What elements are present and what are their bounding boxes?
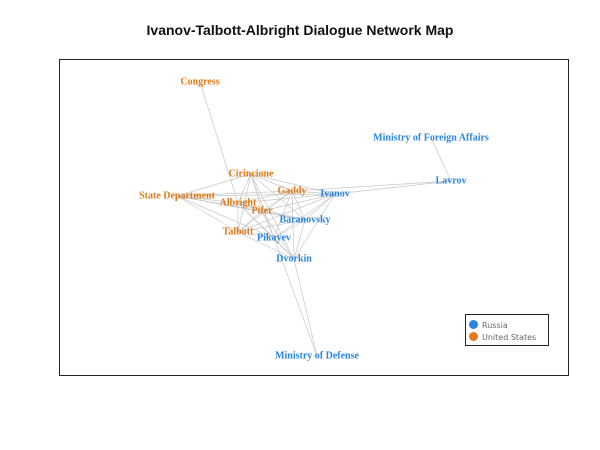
edge-layer: [176, 81, 452, 357]
edge-albright-baranovsky: [237, 202, 306, 221]
edge-gaddy-albright: [237, 190, 293, 204]
node-baranovsky[interactable]: Baranovsky: [279, 214, 330, 225]
edge-state-talbott: [176, 195, 239, 233]
edge-baranovsky-talbott: [237, 219, 306, 233]
edge-cirincione-talbott: [237, 173, 252, 233]
edge-state-baranovsky: [176, 195, 306, 221]
edge-lavrov-gaddy: [291, 180, 452, 192]
edge-state-albright: [176, 195, 239, 204]
edge-pifer-baranovsky: [261, 210, 306, 221]
node-mod[interactable]: Ministry of Defense: [275, 350, 359, 361]
edge-gaddy-baranovsky: [291, 190, 306, 221]
node-cirincione[interactable]: Cirincione: [229, 168, 275, 179]
legend-item-russia: Russia: [469, 320, 508, 331]
node-state[interactable]: State Department: [139, 190, 215, 201]
edge-cirincione-dvorkin: [250, 173, 295, 260]
edge-state-pikayev: [176, 195, 275, 239]
edge-lavrov-ivanov: [334, 180, 452, 195]
edge-mod-pikayev: [273, 237, 318, 357]
edge-cirincione-ivanov: [250, 173, 336, 195]
node-pikayev[interactable]: Pikayev: [257, 232, 291, 243]
edge-cirincione-state: [176, 173, 252, 197]
edge-ivanov-baranovsky: [304, 193, 336, 221]
edge-baranovsky-dvorkin: [293, 219, 306, 260]
edge-talbott-pikayev: [237, 231, 275, 239]
edge-pifer-pikayev: [261, 210, 275, 239]
legend-item-united-states: United States: [469, 332, 536, 343]
node-lavrov[interactable]: Lavrov: [436, 175, 467, 186]
edge-gaddy-dvorkin: [291, 190, 295, 260]
russia-dot-icon: [469, 320, 478, 329]
legend-label: United States: [482, 333, 537, 342]
edge-ivanov-pikayev: [273, 193, 336, 239]
node-ivanov[interactable]: Ivanov: [320, 188, 349, 199]
edge-baranovsky-pikayev: [273, 219, 306, 239]
edge-cirincione-pikayev: [250, 173, 275, 239]
edge-ivanov-state: [176, 193, 336, 197]
edge-pifer-dvorkin: [261, 210, 295, 260]
node-dvorkin[interactable]: Dvorkin: [276, 253, 312, 264]
edge-pifer-talbott: [237, 210, 263, 233]
edge-talbott-dvorkin: [237, 231, 295, 260]
page-title: Ivanov-Talbott-Albright Dialogue Network…: [146, 22, 454, 38]
node-congress[interactable]: Congress: [180, 76, 219, 87]
edge-ivanov-dvorkin: [293, 193, 336, 260]
united-states-dot-icon: [469, 332, 478, 341]
node-mfa[interactable]: Ministry of Foreign Affairs: [373, 132, 489, 143]
edge-pikayev-dvorkin: [273, 237, 295, 260]
edge-ivanov-albright: [237, 193, 336, 204]
node-talbott[interactable]: Talbott: [223, 226, 254, 237]
edge-cirincione-baranovsky: [250, 173, 306, 221]
node-pifer[interactable]: Pifer: [251, 205, 273, 216]
edge-mfa-lavrov: [430, 137, 452, 182]
edge-gaddy-ivanov: [291, 190, 336, 195]
edge-cirincione-albright: [237, 173, 252, 204]
edge-gaddy-state: [176, 190, 293, 197]
edge-mod-dvorkin: [293, 258, 318, 357]
legend: Russia United States: [465, 314, 549, 346]
edge-ivanov-pifer: [261, 193, 336, 212]
node-gaddy[interactable]: Gaddy: [278, 185, 307, 196]
edge-cirincione-gaddy: [250, 173, 293, 192]
edge-ivanov-talbott: [237, 193, 336, 233]
node-albright[interactable]: Albright: [220, 197, 257, 208]
node-label-layer: Congress Ministry of Foreign Affairs Lavro…: [139, 76, 489, 361]
edge-congress-albright: [199, 81, 239, 204]
legend-label: Russia: [482, 321, 508, 330]
